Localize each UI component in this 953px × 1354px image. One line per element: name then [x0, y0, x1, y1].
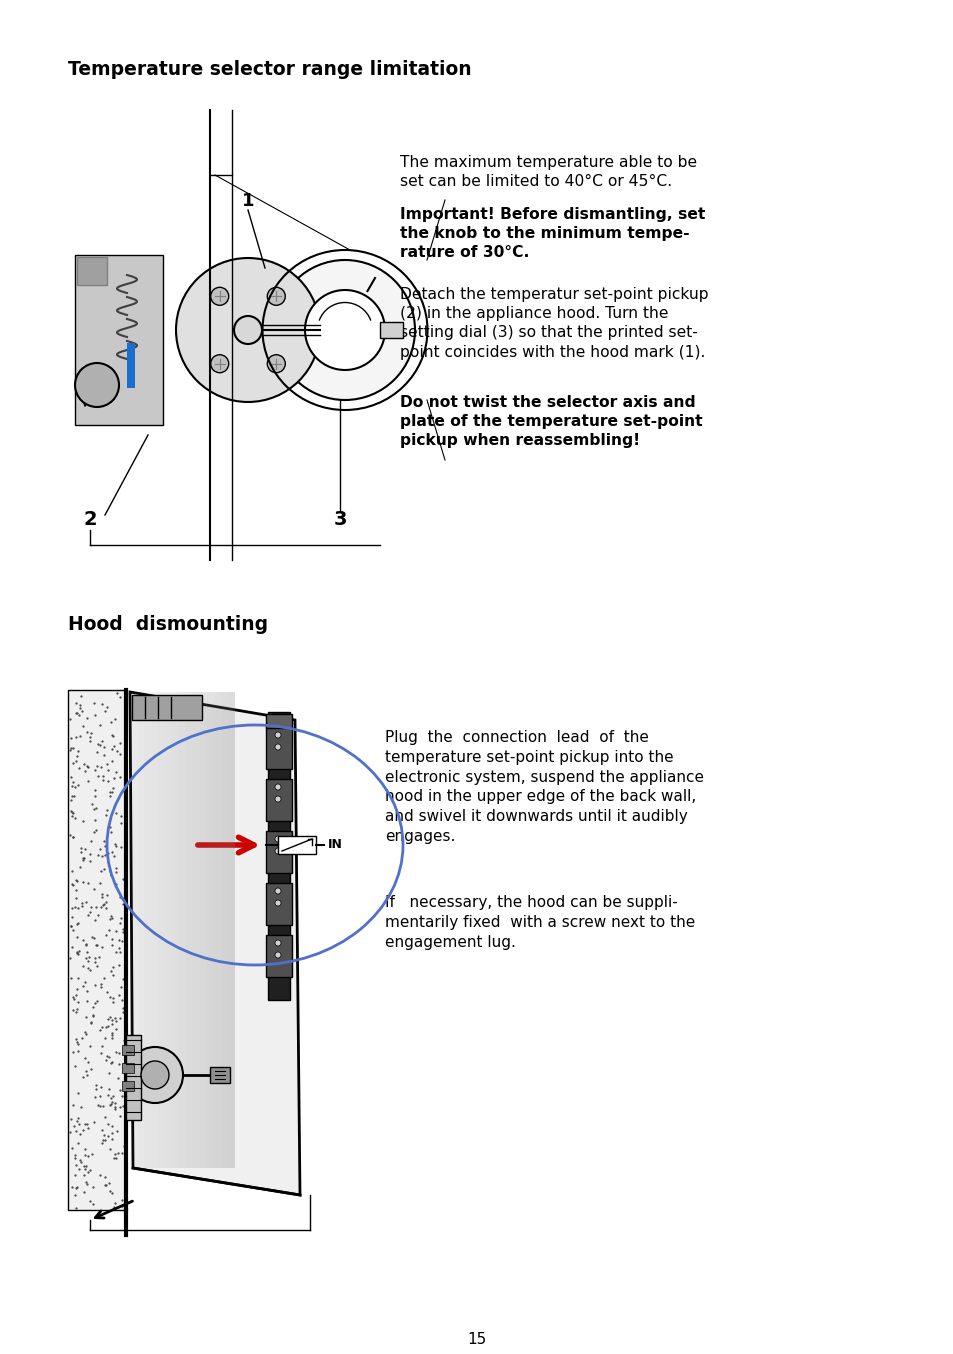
Bar	[126, 1034, 141, 1120]
Bar	[122, 1080, 133, 1091]
Bar	[266, 883, 292, 925]
Circle shape	[175, 259, 319, 402]
Bar	[132, 695, 202, 720]
Text: Detach the temperatur set-point pickup
(2) in the appliance hood. Turn the
setti: Detach the temperatur set-point pickup (…	[399, 287, 708, 360]
Circle shape	[127, 1047, 183, 1104]
Circle shape	[75, 363, 119, 408]
Polygon shape	[179, 692, 186, 1169]
Polygon shape	[213, 692, 221, 1169]
Circle shape	[274, 952, 281, 959]
Text: IN: IN	[328, 838, 342, 852]
Polygon shape	[207, 692, 213, 1169]
Circle shape	[274, 743, 281, 750]
Polygon shape	[228, 692, 234, 1169]
Polygon shape	[165, 692, 172, 1169]
Circle shape	[305, 290, 385, 370]
Text: If   necessary, the hood can be suppli-
mentarily fixed  with a screw next to th: If necessary, the hood can be suppli- me…	[385, 895, 695, 949]
Bar	[266, 779, 292, 821]
Text: Hood  dismounting: Hood dismounting	[68, 615, 268, 634]
Polygon shape	[144, 692, 151, 1169]
Bar	[68, 691, 126, 1210]
Circle shape	[267, 355, 285, 372]
Circle shape	[211, 355, 229, 372]
Bar	[266, 831, 292, 873]
Circle shape	[274, 888, 281, 894]
Bar	[127, 343, 135, 389]
Bar	[75, 255, 163, 425]
Text: 50: 50	[91, 380, 102, 390]
Bar	[122, 1045, 133, 1055]
Bar	[266, 714, 292, 728]
Text: 15: 15	[467, 1332, 486, 1347]
Circle shape	[274, 260, 415, 399]
Circle shape	[274, 900, 281, 906]
Bar	[277, 835, 315, 854]
Bar	[210, 1067, 230, 1083]
Circle shape	[141, 1062, 169, 1089]
Circle shape	[233, 315, 262, 344]
Circle shape	[274, 796, 281, 802]
Bar	[268, 712, 290, 1001]
Circle shape	[211, 287, 229, 305]
Bar	[77, 257, 107, 284]
Polygon shape	[193, 692, 200, 1169]
Polygon shape	[130, 692, 299, 1196]
Circle shape	[274, 784, 281, 789]
Circle shape	[274, 835, 281, 842]
Polygon shape	[151, 692, 158, 1169]
Bar	[266, 727, 292, 769]
Polygon shape	[186, 692, 193, 1169]
Circle shape	[274, 940, 281, 946]
Text: 2: 2	[83, 510, 96, 529]
Text: 3: 3	[333, 510, 346, 529]
Bar	[266, 936, 292, 978]
Text: Do not twist the selector axis and
plate of the temperature set-point
pickup whe: Do not twist the selector axis and plate…	[399, 395, 702, 448]
Polygon shape	[158, 692, 165, 1169]
Circle shape	[274, 848, 281, 854]
Circle shape	[267, 287, 285, 305]
Text: Temperature selector range limitation: Temperature selector range limitation	[68, 60, 471, 79]
Polygon shape	[379, 322, 402, 338]
Polygon shape	[200, 692, 207, 1169]
Text: Plug  the  connection  lead  of  the
temperature set-point pickup into the
elect: Plug the connection lead of the temperat…	[385, 730, 703, 844]
Circle shape	[274, 733, 281, 738]
Polygon shape	[221, 692, 228, 1169]
Polygon shape	[130, 692, 137, 1169]
Polygon shape	[137, 692, 144, 1169]
Text: The maximum temperature able to be
set can be limited to 40°C or 45°C.: The maximum temperature able to be set c…	[399, 154, 697, 190]
Polygon shape	[172, 692, 179, 1169]
Text: Important! Before dismantling, set
the knob to the minimum tempe-
rature of 30°C: Important! Before dismantling, set the k…	[399, 207, 704, 260]
Bar	[122, 1063, 133, 1072]
Text: 1: 1	[241, 192, 254, 210]
